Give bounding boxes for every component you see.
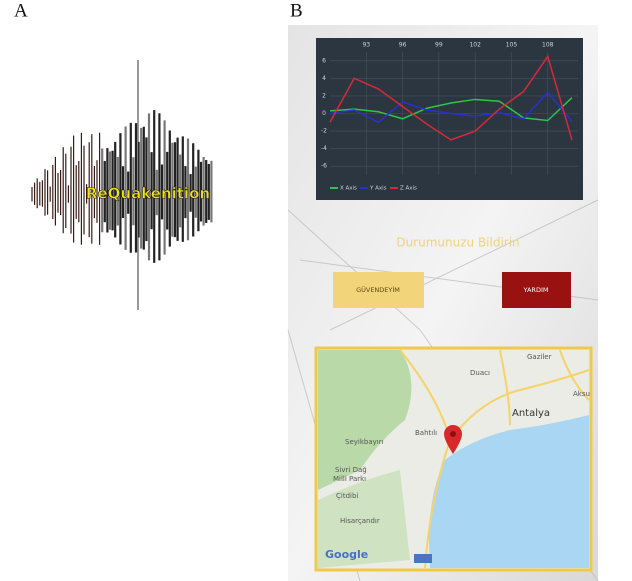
map-labels: Gaziler Aksu Duacı Antalya Bahtılı Seyikbayır… xyxy=(333,353,590,525)
x-tick-label: 108 xyxy=(542,42,554,49)
logo xyxy=(31,60,213,310)
safe-button-label[interactable]: GÜVENDEYİM xyxy=(356,285,400,294)
map-road xyxy=(499,349,511,426)
map-place: Seyikbayırı xyxy=(345,438,384,446)
logo-text: ReQuakenition xyxy=(86,185,210,203)
map-attribution: Google xyxy=(325,548,368,561)
map-place: Aksu xyxy=(573,390,590,398)
x-tick-label: 93 xyxy=(362,42,370,49)
legend-label: Z Axis xyxy=(400,186,417,192)
map-place: Bahtılı xyxy=(415,429,437,437)
map-place: Çitdibi xyxy=(336,492,358,500)
bg-line xyxy=(329,199,599,331)
y-tick-label: -6 xyxy=(321,163,327,170)
map-badge xyxy=(414,554,432,563)
map-park xyxy=(318,470,410,568)
series-line xyxy=(329,91,573,124)
help-button-label[interactable]: YARDIM xyxy=(523,286,549,294)
map-pin-dot xyxy=(450,431,456,437)
x-tick-label: 102 xyxy=(469,42,481,49)
y-tick-label: -4 xyxy=(321,145,327,152)
bg-line xyxy=(287,209,421,331)
map-place: Duacı xyxy=(470,369,490,377)
y-tick-label: 6 xyxy=(322,57,326,64)
map-place: Sivri Dağ xyxy=(335,466,367,474)
panel-label: A xyxy=(14,0,28,21)
x-tick-label: 96 xyxy=(399,42,407,49)
series-line xyxy=(329,54,573,141)
help-button[interactable] xyxy=(502,272,571,308)
map-pin xyxy=(444,425,462,454)
chart: 93 96 99 102 105 108 6 4 2 0 -2 -4 -6 X Axis Y Axis Z A… xyxy=(321,42,578,192)
map-park xyxy=(318,350,412,490)
map xyxy=(314,346,593,572)
map-place: Gaziler xyxy=(527,353,552,361)
legend-label: X Axis xyxy=(340,186,357,192)
safe-button[interactable] xyxy=(333,272,424,308)
x-tick-label: 99 xyxy=(435,42,443,49)
panel-label: B xyxy=(290,0,303,21)
series-line xyxy=(329,97,573,122)
y-tick-label: 4 xyxy=(322,75,326,82)
map-place: Hisarçandır xyxy=(340,517,380,525)
map-place: Milli Parkı xyxy=(333,475,366,483)
y-tick-label: -2 xyxy=(321,128,327,135)
map-place: Antalya xyxy=(512,408,550,419)
map-road xyxy=(559,349,590,401)
status-title: Durumunuzu Bildirin xyxy=(396,236,519,250)
y-tick-label: 2 xyxy=(322,92,326,99)
y-tick-label: 0 xyxy=(322,110,326,117)
map-road xyxy=(449,369,590,441)
legend-label: Y Axis xyxy=(369,186,387,192)
x-tick-label: 105 xyxy=(506,42,518,49)
map-sea xyxy=(429,415,589,568)
